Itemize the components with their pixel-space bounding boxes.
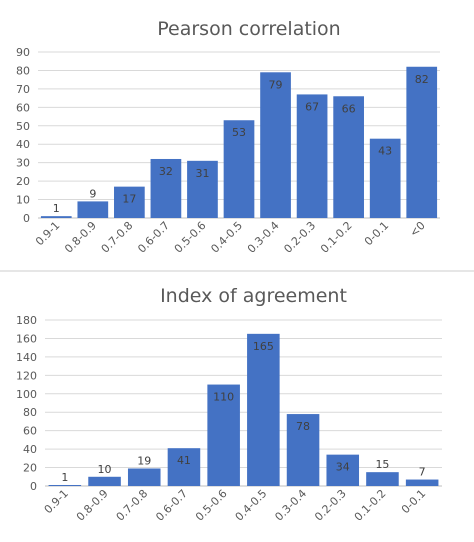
bar <box>150 158 182 218</box>
y-tick-label: 90 <box>16 46 30 59</box>
x-tick-label: 0.3-0.4 <box>272 487 309 524</box>
data-label: 79 <box>269 78 283 91</box>
data-label: 9 <box>89 187 96 200</box>
y-tick-label: 70 <box>16 83 30 96</box>
y-tick-label: 120 <box>16 369 37 382</box>
chart-title: Index of agreement <box>160 285 347 307</box>
pearson-correlation-svg: Pearson correlation010203040506070809010… <box>16 18 440 256</box>
bar <box>127 468 161 486</box>
data-label: 31 <box>195 167 209 180</box>
y-tick-label: 40 <box>23 443 37 456</box>
y-tick-label: 60 <box>23 425 37 438</box>
bar <box>247 333 280 486</box>
x-tick-label: 0.9-1 <box>42 487 71 516</box>
x-tick-label: 0-0.1 <box>362 219 391 248</box>
chart-title: Pearson correlation <box>157 18 340 40</box>
x-tick-label: 0.6-0.7 <box>153 487 190 524</box>
pearson-correlation-chart: Pearson correlation 0 10 20 30 40 50 60 70 80 90 1 0… <box>0 0 474 270</box>
y-tick-label: 160 <box>16 332 37 345</box>
index-of-agreement-svg: Index of agreement 0 20 40 60 80 100 120 140 160 1… <box>16 285 442 524</box>
data-label: 67 <box>305 100 319 113</box>
data-label: 78 <box>296 420 310 433</box>
data-label: 17 <box>122 193 136 206</box>
bar <box>207 384 240 486</box>
data-label: 165 <box>253 340 274 353</box>
x-tick-label: 0.1-0.2 <box>318 219 355 256</box>
bar <box>260 72 291 219</box>
bar <box>366 472 399 486</box>
x-tick-label: <0 <box>407 219 428 240</box>
data-label: 1 <box>61 471 68 484</box>
x-tick-label: 0.6-0.7 <box>135 219 172 256</box>
data-label: 82 <box>415 73 429 86</box>
y-tick-label: 60 <box>16 101 30 114</box>
bar <box>296 94 328 218</box>
bar <box>88 476 121 486</box>
bar <box>167 448 201 486</box>
data-label: 7 <box>419 466 426 479</box>
data-label: 10 <box>98 463 112 476</box>
y-tick-label: 50 <box>16 120 30 133</box>
data-label: 19 <box>137 454 151 467</box>
y-tick-label: 30 <box>16 157 30 170</box>
data-label: 34 <box>336 461 350 474</box>
x-tick-label: 0.1-0.2 <box>352 487 389 524</box>
x-tick-label: 0.8-0.9 <box>62 219 99 256</box>
bar <box>40 216 72 218</box>
data-label: 53 <box>232 126 246 139</box>
y-tick-label: 100 <box>16 388 37 401</box>
data-label: 66 <box>342 102 356 115</box>
x-tick-label: 0.5-0.6 <box>193 487 230 524</box>
data-label: 41 <box>177 454 191 467</box>
y-tick-label: 10 <box>16 194 30 207</box>
bar <box>187 160 218 218</box>
y-tick-label: 180 <box>16 314 37 327</box>
y-tick-label: 20 <box>16 175 30 188</box>
bar <box>406 66 438 218</box>
y-tick-label: 80 <box>16 64 30 77</box>
data-label: 43 <box>378 145 392 158</box>
y-tick-label: 20 <box>23 462 37 475</box>
y-tick-label: 40 <box>16 138 30 151</box>
x-tick-label: 0.7-0.8 <box>114 487 151 524</box>
bar <box>369 138 401 218</box>
y-tick-label: 0 <box>30 480 37 493</box>
bar <box>405 479 439 486</box>
chart-divider <box>0 270 474 272</box>
x-tick-label: 0.2-0.3 <box>312 487 349 524</box>
data-label: 1 <box>53 202 60 215</box>
y-tick-label: 80 <box>23 406 37 419</box>
bar <box>326 454 360 486</box>
x-tick-label: 0.3-0.4 <box>245 219 282 256</box>
y-tick-label: 140 <box>16 351 37 364</box>
x-tick-label: 0.7-0.8 <box>99 219 136 256</box>
x-tick-label: 0.9-1 <box>33 219 62 248</box>
bar <box>114 186 145 218</box>
x-tick-label: 0.8-0.9 <box>74 487 111 524</box>
x-tick-label: 0.5-0.6 <box>172 219 209 256</box>
data-label: 32 <box>159 165 173 178</box>
bar <box>48 485 82 486</box>
bar <box>333 96 364 218</box>
x-tick-label: 0.4-0.5 <box>233 487 270 524</box>
bar <box>77 201 109 218</box>
data-label: 110 <box>213 391 234 404</box>
x-tick-label: 0.4-0.5 <box>208 219 245 256</box>
x-tick-label: 0.2-0.3 <box>281 219 318 256</box>
x-tick-label: 0-0.1 <box>399 487 428 516</box>
bar <box>223 120 255 218</box>
data-label: 15 <box>375 458 389 471</box>
index-of-agreement-chart: Index of agreement 0 20 40 60 80 100 120 140 160 1… <box>0 272 474 542</box>
bar <box>286 414 320 486</box>
y-tick-label: 0 <box>23 212 30 225</box>
